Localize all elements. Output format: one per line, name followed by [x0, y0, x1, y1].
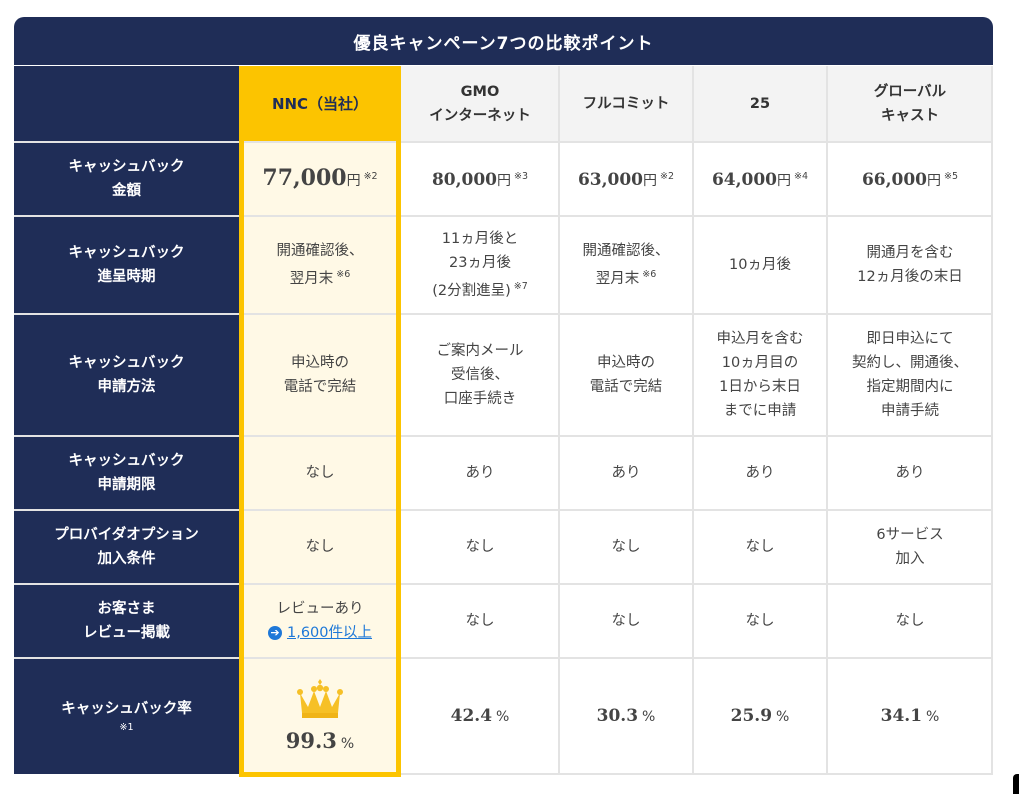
- timing-25: 10ヵ月後: [693, 216, 827, 314]
- option-gmo: なし: [401, 510, 559, 584]
- amount-nnc: 77,000円 ※2: [239, 142, 401, 216]
- grid-line: [991, 66, 993, 774]
- row-label-option: プロバイダオプション 加入条件: [14, 510, 239, 584]
- header-corner: [14, 66, 239, 142]
- crown-icon: [294, 677, 346, 729]
- review-global-cast: なし: [827, 584, 993, 658]
- header-nnc: NNC（当社）: [239, 66, 401, 142]
- grid-line: [692, 66, 694, 774]
- rate-gmo: 42.4%: [401, 658, 559, 774]
- deadline-gmo: あり: [401, 436, 559, 510]
- header-25: 25: [693, 66, 827, 142]
- rate-fullcommit: 30.3%: [559, 658, 693, 774]
- arrow-right-circle-icon: ➔: [267, 626, 282, 640]
- option-25: なし: [693, 510, 827, 584]
- row-label-timing: キャッシュバック 進呈時期: [14, 216, 239, 314]
- amount-fullcommit: 63,000円 ※2: [559, 142, 693, 216]
- amount-global-cast: 66,000円 ※5: [827, 142, 993, 216]
- timing-nnc: 開通確認後、 翌月末 ※6: [239, 216, 401, 314]
- amount-gmo: 80,000円 ※3: [401, 142, 559, 216]
- review-gmo: なし: [401, 584, 559, 658]
- grid-line: [14, 215, 993, 217]
- timing-global-cast: 開通月を含む 12ヵ月後の末日: [827, 216, 993, 314]
- rate-25: 25.9%: [693, 658, 827, 774]
- option-nnc: なし: [239, 510, 401, 584]
- row-label-review: お客さま レビュー掲載: [14, 584, 239, 658]
- grid-line: [401, 773, 993, 775]
- row-label-deadline: キャッシュバック 申請期限: [14, 436, 239, 510]
- option-fullcommit: なし: [559, 510, 693, 584]
- method-nnc: 申込時の 電話で完結: [239, 314, 401, 436]
- page-corner-mark: [1013, 774, 1019, 794]
- grid-line: [826, 66, 828, 774]
- deadline-global-cast: あり: [827, 436, 993, 510]
- review-fullcommit: なし: [559, 584, 693, 658]
- option-global-cast: 6サービス 加入: [827, 510, 993, 584]
- rate-global-cast: 34.1%: [827, 658, 993, 774]
- review-nnc: レビューあり ➔ 1,600件以上: [239, 584, 401, 658]
- rate-nnc: 99.3%: [239, 658, 401, 774]
- grid-line: [14, 435, 993, 437]
- review-25: なし: [693, 584, 827, 658]
- review-link[interactable]: ➔ 1,600件以上: [267, 621, 372, 645]
- grid-line: [14, 313, 993, 315]
- row-label-amount: キャッシュバック 金額: [14, 142, 239, 216]
- grid-line: [558, 66, 560, 774]
- header-fullcommit: フルコミット: [559, 66, 693, 142]
- timing-gmo: 11ヵ月後と 23ヵ月後 (2分割進呈) ※7: [401, 216, 559, 314]
- method-25: 申込月を含む 10ヵ月目の 1日から末日 までに申請: [693, 314, 827, 436]
- row-label-method: キャッシュバック 申請方法: [14, 314, 239, 436]
- row-label-rate: キャッシュバック率 ※1: [14, 658, 239, 774]
- deadline-25: あり: [693, 436, 827, 510]
- method-gmo: ご案内メール 受信後、 口座手続き: [401, 314, 559, 436]
- timing-fullcommit: 開通確認後、 翌月末 ※6: [559, 216, 693, 314]
- header-gmo: GMO インターネット: [401, 66, 559, 142]
- amount-25: 64,000円 ※4: [693, 142, 827, 216]
- grid-line: [14, 583, 993, 585]
- method-fullcommit: 申込時の 電話で完結: [559, 314, 693, 436]
- grid-line: [14, 657, 993, 659]
- deadline-fullcommit: あり: [559, 436, 693, 510]
- comparison-title: 優良キャンペーン7つの比較ポイント: [14, 17, 993, 65]
- method-global-cast: 即日申込にて 契約し、開通後、 指定期間内に 申請手続: [827, 314, 993, 436]
- grid-line: [14, 509, 993, 511]
- grid-line: [14, 141, 993, 143]
- header-global-cast: グローバル キャスト: [827, 66, 993, 142]
- deadline-nnc: なし: [239, 436, 401, 510]
